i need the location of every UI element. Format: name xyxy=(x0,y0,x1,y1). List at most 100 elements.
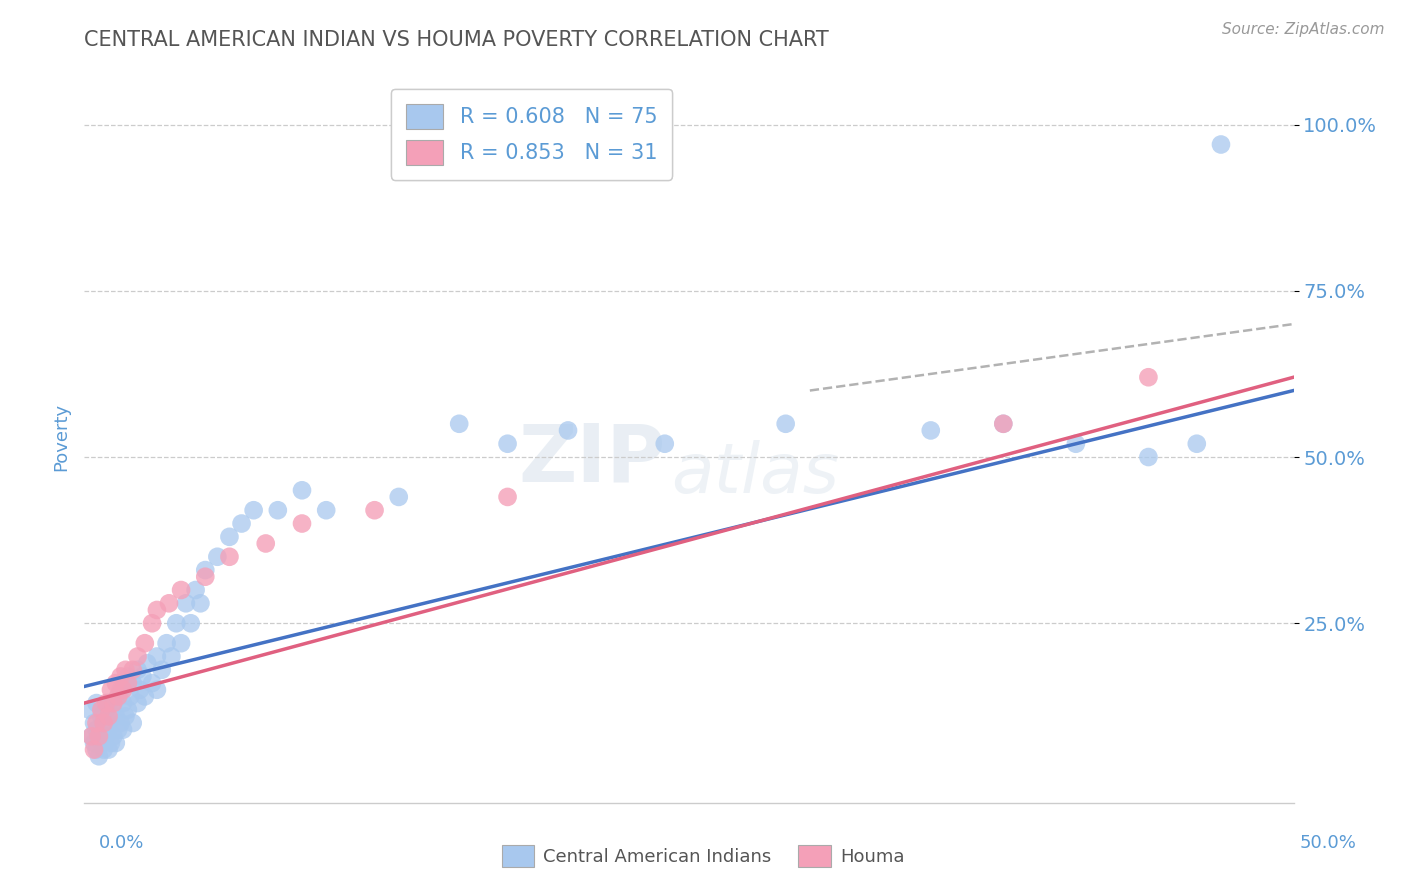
Point xyxy=(93,716,115,731)
Point xyxy=(170,636,193,650)
Point xyxy=(87,729,110,743)
Point xyxy=(110,682,132,697)
Point xyxy=(86,696,108,710)
Point xyxy=(86,723,108,737)
Point xyxy=(267,503,290,517)
Point xyxy=(127,663,149,677)
Point xyxy=(775,417,797,431)
Point xyxy=(218,549,240,564)
Point xyxy=(104,709,127,723)
Point xyxy=(363,503,385,517)
Point xyxy=(97,723,120,737)
Point xyxy=(90,703,112,717)
Legend: R = 0.608   N = 75, R = 0.853   N = 31: R = 0.608 N = 75, R = 0.853 N = 31 xyxy=(391,89,672,179)
Point xyxy=(90,736,112,750)
Point xyxy=(170,582,193,597)
Point xyxy=(129,682,152,697)
Point xyxy=(120,690,142,704)
Point xyxy=(496,436,519,450)
Point xyxy=(136,656,159,670)
Point xyxy=(1209,137,1232,152)
Point xyxy=(174,596,197,610)
Point xyxy=(150,663,173,677)
Point xyxy=(100,709,122,723)
Point xyxy=(117,703,139,717)
Point xyxy=(110,716,132,731)
Point xyxy=(114,676,136,690)
Point xyxy=(920,424,942,438)
Point xyxy=(103,696,125,710)
Point xyxy=(141,616,163,631)
Point xyxy=(103,729,125,743)
Point xyxy=(160,649,183,664)
Point xyxy=(993,417,1015,431)
Point xyxy=(107,690,129,704)
Point xyxy=(231,516,253,531)
Point xyxy=(207,549,229,564)
Point xyxy=(121,716,143,731)
Point xyxy=(112,723,135,737)
Point xyxy=(104,736,127,750)
Point xyxy=(112,682,135,697)
Legend: Central American Indians, Houma: Central American Indians, Houma xyxy=(495,838,911,874)
Point xyxy=(110,669,132,683)
Point xyxy=(184,582,207,597)
Point xyxy=(155,636,177,650)
Point xyxy=(131,669,153,683)
Point xyxy=(146,682,169,697)
Point xyxy=(190,596,212,610)
Point xyxy=(117,669,139,683)
Point xyxy=(94,703,117,717)
Point xyxy=(157,596,180,610)
Point xyxy=(194,570,217,584)
Point xyxy=(87,749,110,764)
Point xyxy=(80,729,103,743)
Point xyxy=(146,603,169,617)
Point xyxy=(86,742,108,756)
Point xyxy=(121,676,143,690)
Point xyxy=(112,696,135,710)
Point xyxy=(80,729,103,743)
Point xyxy=(100,736,122,750)
Text: 50.0%: 50.0% xyxy=(1301,834,1357,852)
Point xyxy=(180,616,202,631)
Point xyxy=(97,742,120,756)
Point xyxy=(90,709,112,723)
Point xyxy=(94,696,117,710)
Point xyxy=(83,742,105,756)
Point xyxy=(127,649,149,664)
Point xyxy=(1137,370,1160,384)
Point xyxy=(449,417,471,431)
Point xyxy=(114,663,136,677)
Point xyxy=(388,490,411,504)
Point xyxy=(1137,450,1160,464)
Point xyxy=(107,723,129,737)
Point xyxy=(496,490,519,504)
Point xyxy=(117,676,139,690)
Point xyxy=(87,729,110,743)
Point xyxy=(93,716,115,731)
Point xyxy=(114,709,136,723)
Point xyxy=(77,703,100,717)
Point xyxy=(254,536,277,550)
Text: 0.0%: 0.0% xyxy=(98,834,143,852)
Point xyxy=(104,676,127,690)
Point xyxy=(242,503,264,517)
Text: atlas: atlas xyxy=(672,440,839,508)
Point xyxy=(93,742,115,756)
Point xyxy=(1064,436,1087,450)
Point xyxy=(141,676,163,690)
Point xyxy=(127,696,149,710)
Point xyxy=(134,690,156,704)
Point xyxy=(97,696,120,710)
Point xyxy=(107,690,129,704)
Point xyxy=(165,616,187,631)
Point xyxy=(121,663,143,677)
Point xyxy=(315,503,337,517)
Point xyxy=(291,516,314,531)
Point xyxy=(100,682,122,697)
Point xyxy=(134,636,156,650)
Point xyxy=(218,530,240,544)
Text: ZIP: ZIP xyxy=(519,420,666,498)
Point xyxy=(291,483,314,498)
